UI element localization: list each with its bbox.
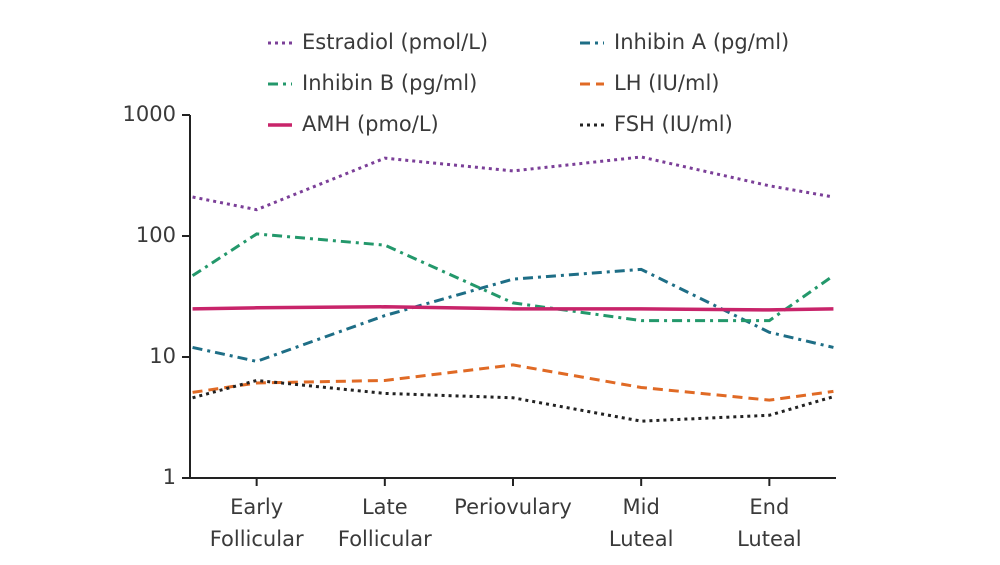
x-tick-label: Periovulary	[454, 495, 572, 519]
legend-label: LH (IU/ml)	[614, 71, 719, 95]
y-tick-label: 1000	[123, 102, 176, 126]
x-tick-label: End Luteal	[737, 495, 802, 551]
legend-label: Inhibin B (pg/ml)	[302, 71, 477, 95]
legend-label: Inhibin A (pg/ml)	[614, 30, 789, 54]
line-series	[192, 267, 834, 363]
line-series	[192, 378, 834, 423]
legend-label: FSH (IU/ml)	[614, 112, 733, 136]
y-tick-label: 10	[149, 344, 176, 368]
x-tick-label: Early Follicular	[210, 495, 304, 551]
line-series	[192, 363, 834, 402]
legend-label: AMH (pmo/L)	[302, 112, 439, 136]
line-series	[192, 155, 834, 212]
x-tick-label: Mid Luteal	[609, 495, 674, 551]
line-series	[192, 305, 834, 312]
y-tick-label: 1	[163, 465, 176, 489]
legend-label: Estradiol (pmol/L)	[302, 30, 488, 54]
y-tick-label: 100	[136, 223, 176, 247]
line-series	[191, 232, 835, 323]
x-tick-label: Late Follicular	[338, 495, 432, 551]
